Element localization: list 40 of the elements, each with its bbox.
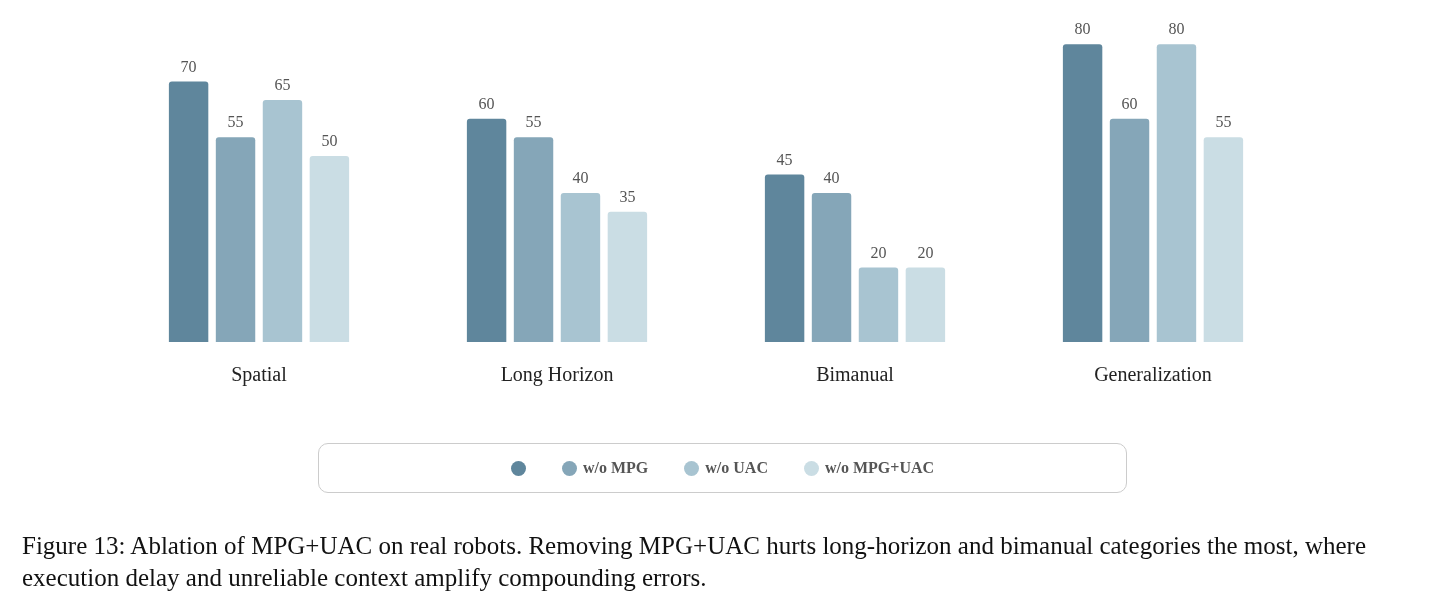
bar — [215, 137, 256, 342]
legend-label: w/o MPG+UAC — [824, 459, 935, 477]
bar — [262, 100, 303, 342]
bar — [607, 211, 648, 342]
bar — [1109, 118, 1150, 342]
data-label: 60 — [1121, 94, 1138, 112]
bar — [1203, 137, 1244, 342]
data-label: 45 — [776, 150, 793, 168]
data-label: 80 — [1168, 20, 1185, 38]
data-label: 60 — [478, 94, 495, 112]
bar — [309, 155, 350, 342]
bar — [858, 267, 899, 342]
data-label: 50 — [321, 132, 338, 150]
bar — [811, 193, 852, 342]
bar — [466, 118, 507, 342]
data-label: 20 — [870, 243, 887, 261]
data-label: 70 — [180, 57, 197, 75]
bar — [168, 81, 209, 342]
data-label: 55 — [227, 113, 244, 131]
bar — [560, 193, 601, 342]
data-label: 35 — [619, 187, 636, 205]
x-tick-label: Bimanual — [816, 363, 895, 386]
data-label: 20 — [917, 243, 934, 261]
data-label: 80 — [1074, 20, 1091, 38]
x-tick-label: Long Horizon — [500, 363, 614, 387]
bar — [1156, 44, 1197, 342]
caption: Figure 13: Ablation of MPG+UAC on real robots. Removing MPG+UAC hurts long-horizon and bimanual categories the most, where execution delay and unreliable context amplify compounding errors. — [22, 531, 1367, 593]
bar — [764, 174, 805, 342]
data-label: 65 — [274, 76, 291, 94]
bar — [905, 267, 946, 342]
x-tick-label: Generalization — [1094, 363, 1212, 386]
bar — [1062, 44, 1103, 342]
legend-label: w/o UAC — [705, 459, 768, 477]
bar — [513, 137, 554, 342]
data-label: 55 — [525, 113, 542, 131]
legend-label: w/o MPG — [582, 459, 649, 477]
x-tick-label: Spatial — [231, 363, 288, 387]
data-label: 40 — [572, 169, 589, 187]
data-label: 55 — [1215, 113, 1232, 131]
data-label: 40 — [823, 169, 840, 187]
